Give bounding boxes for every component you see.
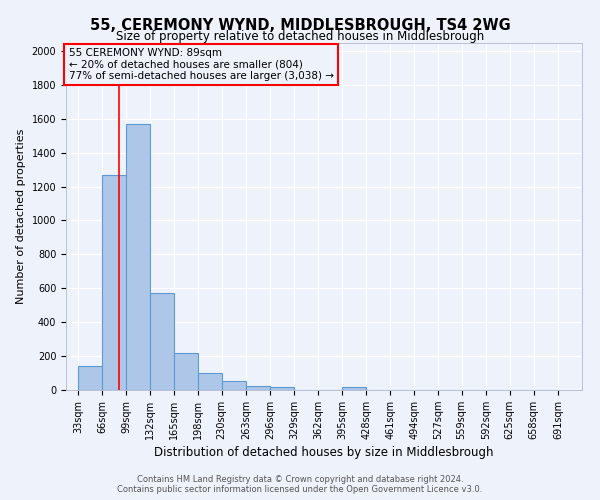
Text: Contains HM Land Registry data © Crown copyright and database right 2024.
Contai: Contains HM Land Registry data © Crown c… [118, 474, 482, 494]
Bar [175, 352, 199, 390]
Bar [126, 124, 150, 390]
Bar [342, 386, 366, 390]
Bar [150, 294, 175, 390]
Bar [222, 380, 246, 390]
Bar [78, 366, 102, 390]
X-axis label: Distribution of detached houses by size in Middlesbrough: Distribution of detached houses by size … [154, 446, 494, 459]
Bar [199, 373, 223, 390]
Y-axis label: Number of detached properties: Number of detached properties [16, 128, 26, 304]
Bar [102, 174, 126, 390]
Bar [246, 386, 270, 390]
Text: 55, CEREMONY WYND, MIDDLESBROUGH, TS4 2WG: 55, CEREMONY WYND, MIDDLESBROUGH, TS4 2W… [89, 18, 511, 32]
Text: 55 CEREMONY WYND: 89sqm
← 20% of detached houses are smaller (804)
77% of semi-d: 55 CEREMONY WYND: 89sqm ← 20% of detache… [68, 48, 334, 81]
Text: Size of property relative to detached houses in Middlesbrough: Size of property relative to detached ho… [116, 30, 484, 43]
Bar [270, 386, 294, 390]
